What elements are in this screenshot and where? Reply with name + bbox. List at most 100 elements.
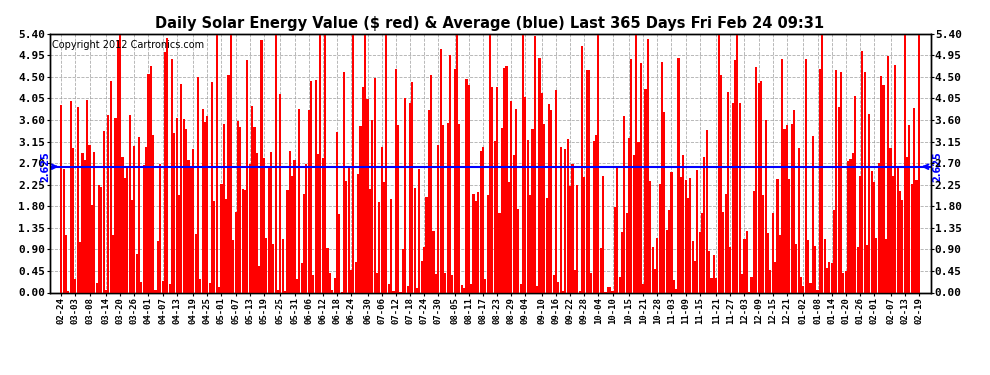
Bar	[739, 103, 741, 292]
Bar	[665, 230, 668, 292]
Bar	[727, 92, 729, 292]
Bar	[569, 186, 571, 292]
Bar	[503, 68, 505, 292]
Bar	[284, 291, 286, 292]
Bar	[656, 238, 658, 292]
Bar	[482, 147, 484, 292]
Bar	[385, 34, 387, 292]
Bar	[734, 60, 737, 292]
Bar	[520, 284, 522, 292]
Bar	[576, 185, 578, 292]
Bar	[595, 135, 597, 292]
Bar	[378, 202, 380, 292]
Bar	[331, 290, 334, 292]
Bar	[86, 100, 88, 292]
Bar	[296, 279, 298, 292]
Bar	[343, 72, 346, 292]
Bar	[334, 278, 336, 292]
Bar	[453, 69, 455, 292]
Bar	[76, 106, 79, 292]
Bar	[225, 199, 228, 292]
Bar	[119, 34, 121, 292]
Bar	[395, 69, 397, 292]
Bar	[218, 287, 220, 292]
Bar	[430, 75, 433, 292]
Bar	[537, 285, 539, 292]
Bar	[774, 262, 776, 292]
Bar	[209, 283, 211, 292]
Bar	[354, 261, 356, 292]
Bar	[663, 112, 665, 292]
Bar	[346, 182, 347, 292]
Bar	[180, 84, 182, 292]
Bar	[498, 213, 501, 292]
Bar	[539, 58, 541, 292]
Bar	[609, 287, 611, 292]
Bar	[863, 72, 865, 292]
Bar	[199, 279, 201, 292]
Bar	[359, 126, 361, 292]
Bar	[687, 198, 689, 292]
Bar	[260, 40, 262, 292]
Bar	[72, 148, 74, 292]
Bar	[771, 213, 774, 292]
Bar	[315, 80, 317, 292]
Bar	[69, 101, 71, 292]
Bar	[214, 201, 216, 292]
Bar	[878, 163, 880, 292]
Bar	[807, 240, 809, 292]
Bar	[267, 166, 269, 292]
Bar	[597, 34, 600, 292]
Bar	[407, 286, 409, 292]
Bar	[515, 109, 517, 292]
Bar	[675, 289, 677, 292]
Bar	[131, 200, 133, 292]
Bar	[762, 195, 764, 292]
Bar	[529, 195, 532, 292]
Bar	[166, 38, 168, 292]
Bar	[619, 277, 621, 292]
Bar	[906, 157, 908, 292]
Bar	[148, 74, 149, 292]
Bar	[230, 34, 232, 292]
Bar	[638, 142, 640, 292]
Bar	[670, 172, 672, 292]
Bar	[240, 127, 242, 292]
Bar	[190, 166, 192, 292]
Bar	[289, 152, 291, 292]
Bar	[93, 152, 95, 292]
Bar	[532, 129, 534, 292]
Bar	[397, 125, 399, 292]
Bar	[496, 87, 498, 292]
Bar	[633, 155, 635, 292]
Bar	[703, 157, 706, 292]
Bar	[760, 81, 762, 292]
Bar	[149, 66, 151, 292]
Bar	[795, 244, 797, 292]
Bar	[810, 283, 812, 292]
Bar	[202, 109, 204, 292]
Bar	[764, 120, 766, 292]
Bar	[826, 268, 828, 292]
Bar	[590, 273, 592, 292]
Bar	[79, 242, 81, 292]
Bar	[183, 120, 185, 292]
Bar	[859, 176, 861, 292]
Bar	[305, 164, 307, 292]
Bar	[911, 184, 913, 292]
Bar	[472, 194, 474, 292]
Bar	[65, 235, 67, 292]
Bar	[918, 34, 920, 292]
Bar	[899, 191, 901, 292]
Bar	[74, 279, 76, 292]
Bar	[112, 235, 114, 292]
Bar	[527, 140, 529, 292]
Bar	[329, 273, 331, 292]
Bar	[446, 123, 448, 292]
Bar	[870, 171, 873, 292]
Bar	[616, 167, 619, 292]
Bar	[364, 34, 366, 292]
Bar	[216, 34, 218, 292]
Bar	[357, 174, 359, 292]
Bar	[715, 278, 718, 292]
